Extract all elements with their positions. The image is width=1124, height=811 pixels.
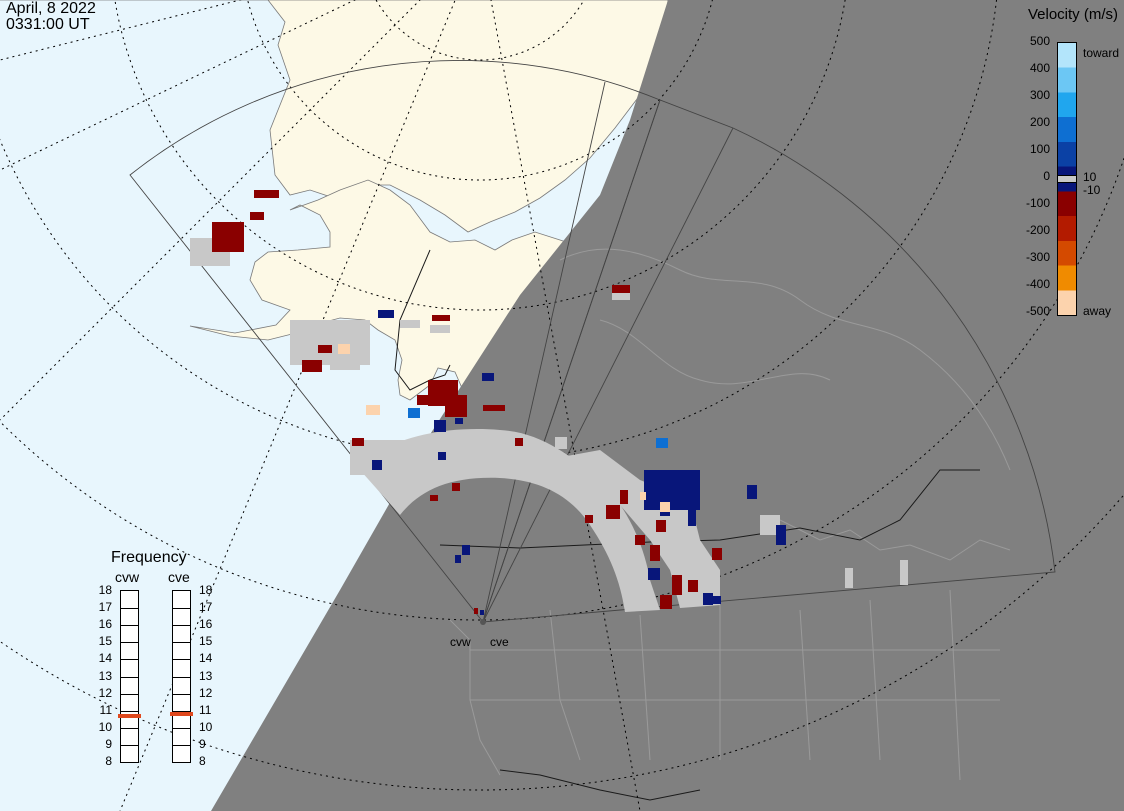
colorbar-tick-label: 400 xyxy=(1029,61,1050,75)
frequency-radar-cvw: cvw xyxy=(115,569,140,585)
frequency-gridline xyxy=(173,608,190,610)
frequency-gridline xyxy=(173,659,190,661)
colorbar-tick-label: 100 xyxy=(1029,142,1050,156)
frequency-gridline xyxy=(121,625,138,627)
colorbar-tick-label: -300 xyxy=(1025,250,1050,264)
radar-site-marker xyxy=(480,619,486,625)
radar-label-cve: cve xyxy=(490,635,509,649)
colorbar-zero-band xyxy=(1058,175,1076,183)
night-coastlines xyxy=(449,248,1011,781)
frequency-level-left: 14 xyxy=(98,651,112,666)
time-label: 0331:00 UT xyxy=(6,16,90,33)
frequency-gridline xyxy=(121,659,138,661)
frequency-level-left: 12 xyxy=(98,685,112,700)
frequency-level-left: 16 xyxy=(98,617,112,632)
timestamp: April, 8 2022 0331:00 UT xyxy=(6,1,96,33)
frequency-level-right: 11 xyxy=(199,702,212,717)
frequency-level-left: 17 xyxy=(98,600,112,615)
frequency-gridline xyxy=(121,642,138,644)
date-label: April, 8 2022 xyxy=(6,0,96,17)
colorbar-tick-label: 500 xyxy=(1029,34,1050,48)
radar-fov xyxy=(129,59,1056,623)
colorbar-tick-label: -500 xyxy=(1025,304,1050,318)
frequency-level-left: 9 xyxy=(105,736,112,751)
frequency-level-right: 12 xyxy=(199,685,213,700)
velocity-colorbar xyxy=(1057,42,1077,316)
frequency-title: Frequency xyxy=(111,549,187,566)
frequency-box-cve xyxy=(170,590,193,763)
frequency-level-right: 8 xyxy=(199,754,206,768)
night-region xyxy=(211,0,1124,811)
frequency-level-right: 10 xyxy=(199,719,213,734)
frequency-gridline xyxy=(173,642,190,644)
frequency-gridline xyxy=(173,676,190,678)
frequency-gridline xyxy=(173,744,190,746)
frequency-level-left: 10 xyxy=(98,719,112,734)
colorbar-tick-label: 300 xyxy=(1029,88,1050,102)
frequency-level-right: 15 xyxy=(199,634,213,649)
frequency-gridline xyxy=(173,727,190,729)
frequency-level-left: 13 xyxy=(98,668,112,683)
frequency-gridline xyxy=(121,710,138,712)
frequency-level-left: 11 xyxy=(99,702,112,717)
us-mexico-border xyxy=(499,769,701,801)
colorbar-tick-label: 200 xyxy=(1029,115,1050,129)
colorbar-toward-label: toward xyxy=(1083,46,1120,60)
frequency-gridline xyxy=(173,625,190,627)
frequency-gridline xyxy=(121,676,138,678)
colorbar-tick-label: -100 xyxy=(1025,196,1050,210)
frequency-gridline xyxy=(121,727,138,729)
colorbar-tick-label: -200 xyxy=(1025,223,1050,237)
frequency-level-right: 16 xyxy=(199,617,213,632)
frequency-box-cvw xyxy=(118,590,141,763)
frequency-gridline xyxy=(173,693,190,695)
colorbar-tick-neg10: -10 xyxy=(1083,183,1101,197)
frequency-level-right: 18 xyxy=(199,583,213,597)
colorbar-tick-10: 10 xyxy=(1083,170,1097,184)
radar-label-cvw: cvw xyxy=(450,635,471,649)
frequency-marker xyxy=(170,712,193,717)
frequency-gridline xyxy=(173,710,190,712)
frequency-level-right: 17 xyxy=(199,600,213,615)
frequency-level-left: 18 xyxy=(98,583,112,597)
frequency-radar-cve: cve xyxy=(168,569,190,585)
colorbar-away-label: away xyxy=(1083,304,1112,318)
frequency-gridline xyxy=(121,693,138,695)
frequency-marker xyxy=(118,713,141,718)
colorbar-tick-label: 0 xyxy=(1043,169,1050,183)
us-canada-border xyxy=(439,469,980,549)
frequency-level-right: 9 xyxy=(199,736,206,751)
landmass-alaska xyxy=(0,0,669,233)
colorbar-tick-label: -400 xyxy=(1025,277,1050,291)
frequency-level-left: 15 xyxy=(98,634,112,649)
frequency-level-right: 13 xyxy=(199,668,213,683)
velocity-cells xyxy=(212,190,786,615)
frequency-level-right: 14 xyxy=(199,651,213,666)
frequency-gridline xyxy=(121,744,138,746)
frequency-gridline xyxy=(121,608,138,610)
colorbar-title: Velocity (m/s) xyxy=(1027,6,1118,23)
frequency-level-left: 8 xyxy=(105,754,112,768)
